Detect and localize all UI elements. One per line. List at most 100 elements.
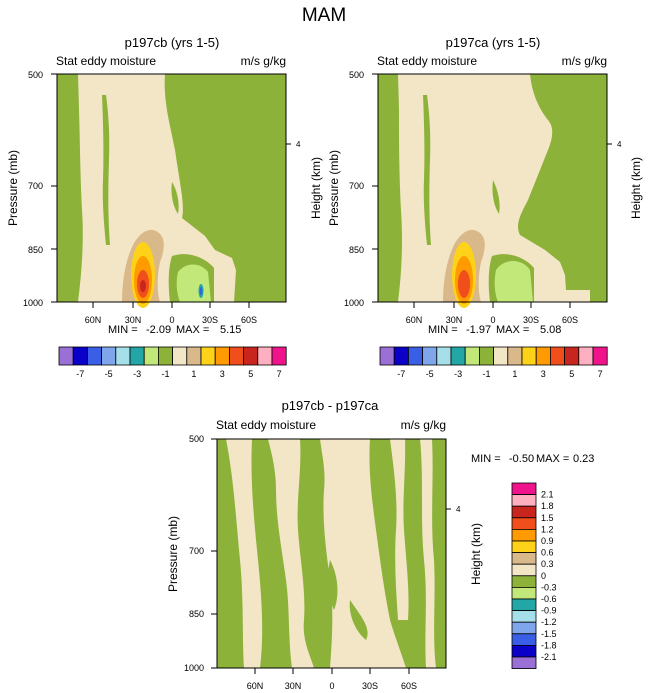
panel-1-right-axis: 4 Height (km) [286,140,323,219]
colorbar-3-label-2: 1.5 [541,513,554,523]
panel-3-stats: MIN = -0.50 MAX = 0.23 [471,453,594,465]
panel-3: p197cb - p197ca Stat eddy moisture m/s g… [166,398,594,691]
colorbar-1-swatch-12 [228,346,244,366]
colorbar-2-label-5: 3 [541,369,546,379]
colorbar-3-swatch-5 [511,540,537,554]
panel-1-green-notch [171,182,179,214]
colorbar-3-swatch-9 [511,587,537,600]
colorbar-1-swatch-6 [143,346,159,366]
panel-1-min-label: MIN = [108,324,138,336]
colorbar-2-label-0: -7 [397,369,405,379]
colorbar-2-swatch-11 [535,346,551,366]
colorbar-2-swatch-12 [550,346,566,366]
panel-1-stats: MIN = -2.09 MAX = 5.15 [108,324,241,336]
panel-3-cream-band-3 [320,439,406,668]
panel-1-ytick-1000: 1000 [23,298,43,308]
colorbar-3-label-6: 0.3 [541,559,554,569]
colorbar-1-swatch-3 [101,346,117,366]
panel-1-blue-spot-core [199,287,203,295]
panel-3-xtick-60n: 60N [247,681,264,691]
panel-3-left-label: Stat eddy moisture [216,418,316,432]
panel-2-left-label: Stat eddy moisture [377,54,477,68]
colorbar-1-swatch-7 [157,346,173,366]
panel-3-right-axis-label: Height (km) [469,523,483,585]
panel-3-xtick-0: 0 [329,681,334,691]
colorbar-1-swatch-8 [172,346,188,366]
panel-3-cream-band-2 [268,439,314,668]
panel-3-cream-band-5 [420,439,436,668]
colorbar-3-label-4: 0.9 [541,536,554,546]
colorbar-2-swatch-2 [407,346,423,366]
colorbar-1-label-6: 5 [248,369,253,379]
panel-1-title: p197cb (yrs 1-5) [125,35,220,50]
panel-2-xtick-60s: 60S [562,315,578,325]
panel-2-lightgreen-region [494,261,533,302]
panel-2-max-label: MAX = [496,324,529,336]
panel-2-right-axis: 4 Height (km) [607,140,643,219]
panel-1-xtick-60s: 60S [241,315,257,325]
panel-2: p197ca (yrs 1-5) Stat eddy moisture m/s … [327,35,643,379]
panel-3-ytick-500: 500 [189,434,204,444]
panel-2-right-tick-4: 4 [617,140,622,149]
panel-3-xtick-30n: 30N [285,681,302,691]
colorbar-1-swatch-1 [72,346,88,366]
colorbar-1-swatch-2 [87,346,103,366]
panel-1: p197cb (yrs 1-5) Stat eddy moisture m/s … [6,35,323,379]
panel-2-xtick-30n: 30N [446,315,463,325]
panel-3-cream-band-4 [390,439,409,620]
panel-3-ytick-700: 700 [189,546,204,556]
panel-1-right-tick-4: 4 [296,140,301,149]
colorbar-1-swatch-13 [243,346,259,366]
colorbar-3-swatch-11 [511,610,537,623]
colorbar-3-label-10: -0.9 [541,606,557,616]
panel-2-xtick-0: 0 [490,315,495,325]
colorbar-2-swatch-5 [450,346,466,366]
panel-3-min-label: MIN = [471,453,501,465]
colorbar-2-label-6: 5 [569,369,574,379]
colorbar-3-swatch-6 [511,552,537,565]
panel-3-x-axis: 60N 30N 0 30S 60S [247,668,417,691]
panel-1-y-axis: 500 700 850 1000 Pressure (mb) [6,70,57,308]
colorbar-3-label-9: -0.6 [541,594,557,604]
panel-3-y-axis: 500 700 850 1000 Pressure (mb) [166,434,217,673]
colorbar-3-swatch-13 [511,633,537,646]
panel-3-plot [216,438,447,669]
panel-1-darkred-core [140,280,146,292]
colorbar-1-swatch-5 [129,346,145,366]
colorbar-3-swatch-0 [511,482,537,496]
panel-3-ytick-850: 850 [189,609,204,619]
panel-3-colorbar: 2.11.8 1.51.2 0.9 0.60.3 0-0.3 -0.6 -0.9-1.2 -1… [511,482,557,670]
colorbar-2-swatch-15 [592,346,608,366]
panel-1-ytick-500: 500 [28,70,43,80]
colorbar-3-label-8: -0.3 [541,582,557,592]
panel-3-min-value: -0.50 [509,453,534,465]
colorbar-3-label-11: -1.2 [541,617,557,627]
panel-3-green-patch-2 [349,600,368,640]
panel-1-ytick-850: 850 [28,245,43,255]
colorbar-3-swatch-4 [511,529,537,542]
panel-2-plot [377,73,608,308]
panel-3-max-label: MAX = [536,453,569,465]
panel-2-y-axis: 500 700 850 1000 Pressure (mb) [327,70,378,308]
panel-2-stats: MIN = -1.97 MAX = 5.08 [428,324,561,336]
panel-2-right-axis-label: Height (km) [629,157,643,219]
panel-1-max-value: 5.15 [220,324,241,336]
colorbar-2-swatch-0 [379,346,395,366]
colorbar-3-label-7: 0 [541,571,546,581]
colorbar-2-swatch-14 [578,346,594,366]
panel-2-green-notch [492,180,500,214]
panel-3-green-patch-1 [327,560,338,610]
colorbar-1-swatch-15 [271,346,287,366]
colorbar-2-label-1: -5 [426,369,434,379]
page-title: MAM [302,5,346,26]
panel-3-right-axis: 4 Height (km) [446,505,483,585]
panel-3-right-tick-4: 4 [456,505,461,514]
panel-1-cream-region [78,74,236,302]
panel-3-ylabel: Pressure (mb) [166,516,180,592]
panel-2-right-label: m/s g/kg [562,54,607,68]
colorbar-2-swatch-7 [478,346,494,366]
colorbar-1-label-0: -7 [76,369,84,379]
colorbar-2-swatch-9 [507,346,523,366]
panel-2-ytick-1000: 1000 [344,298,364,308]
